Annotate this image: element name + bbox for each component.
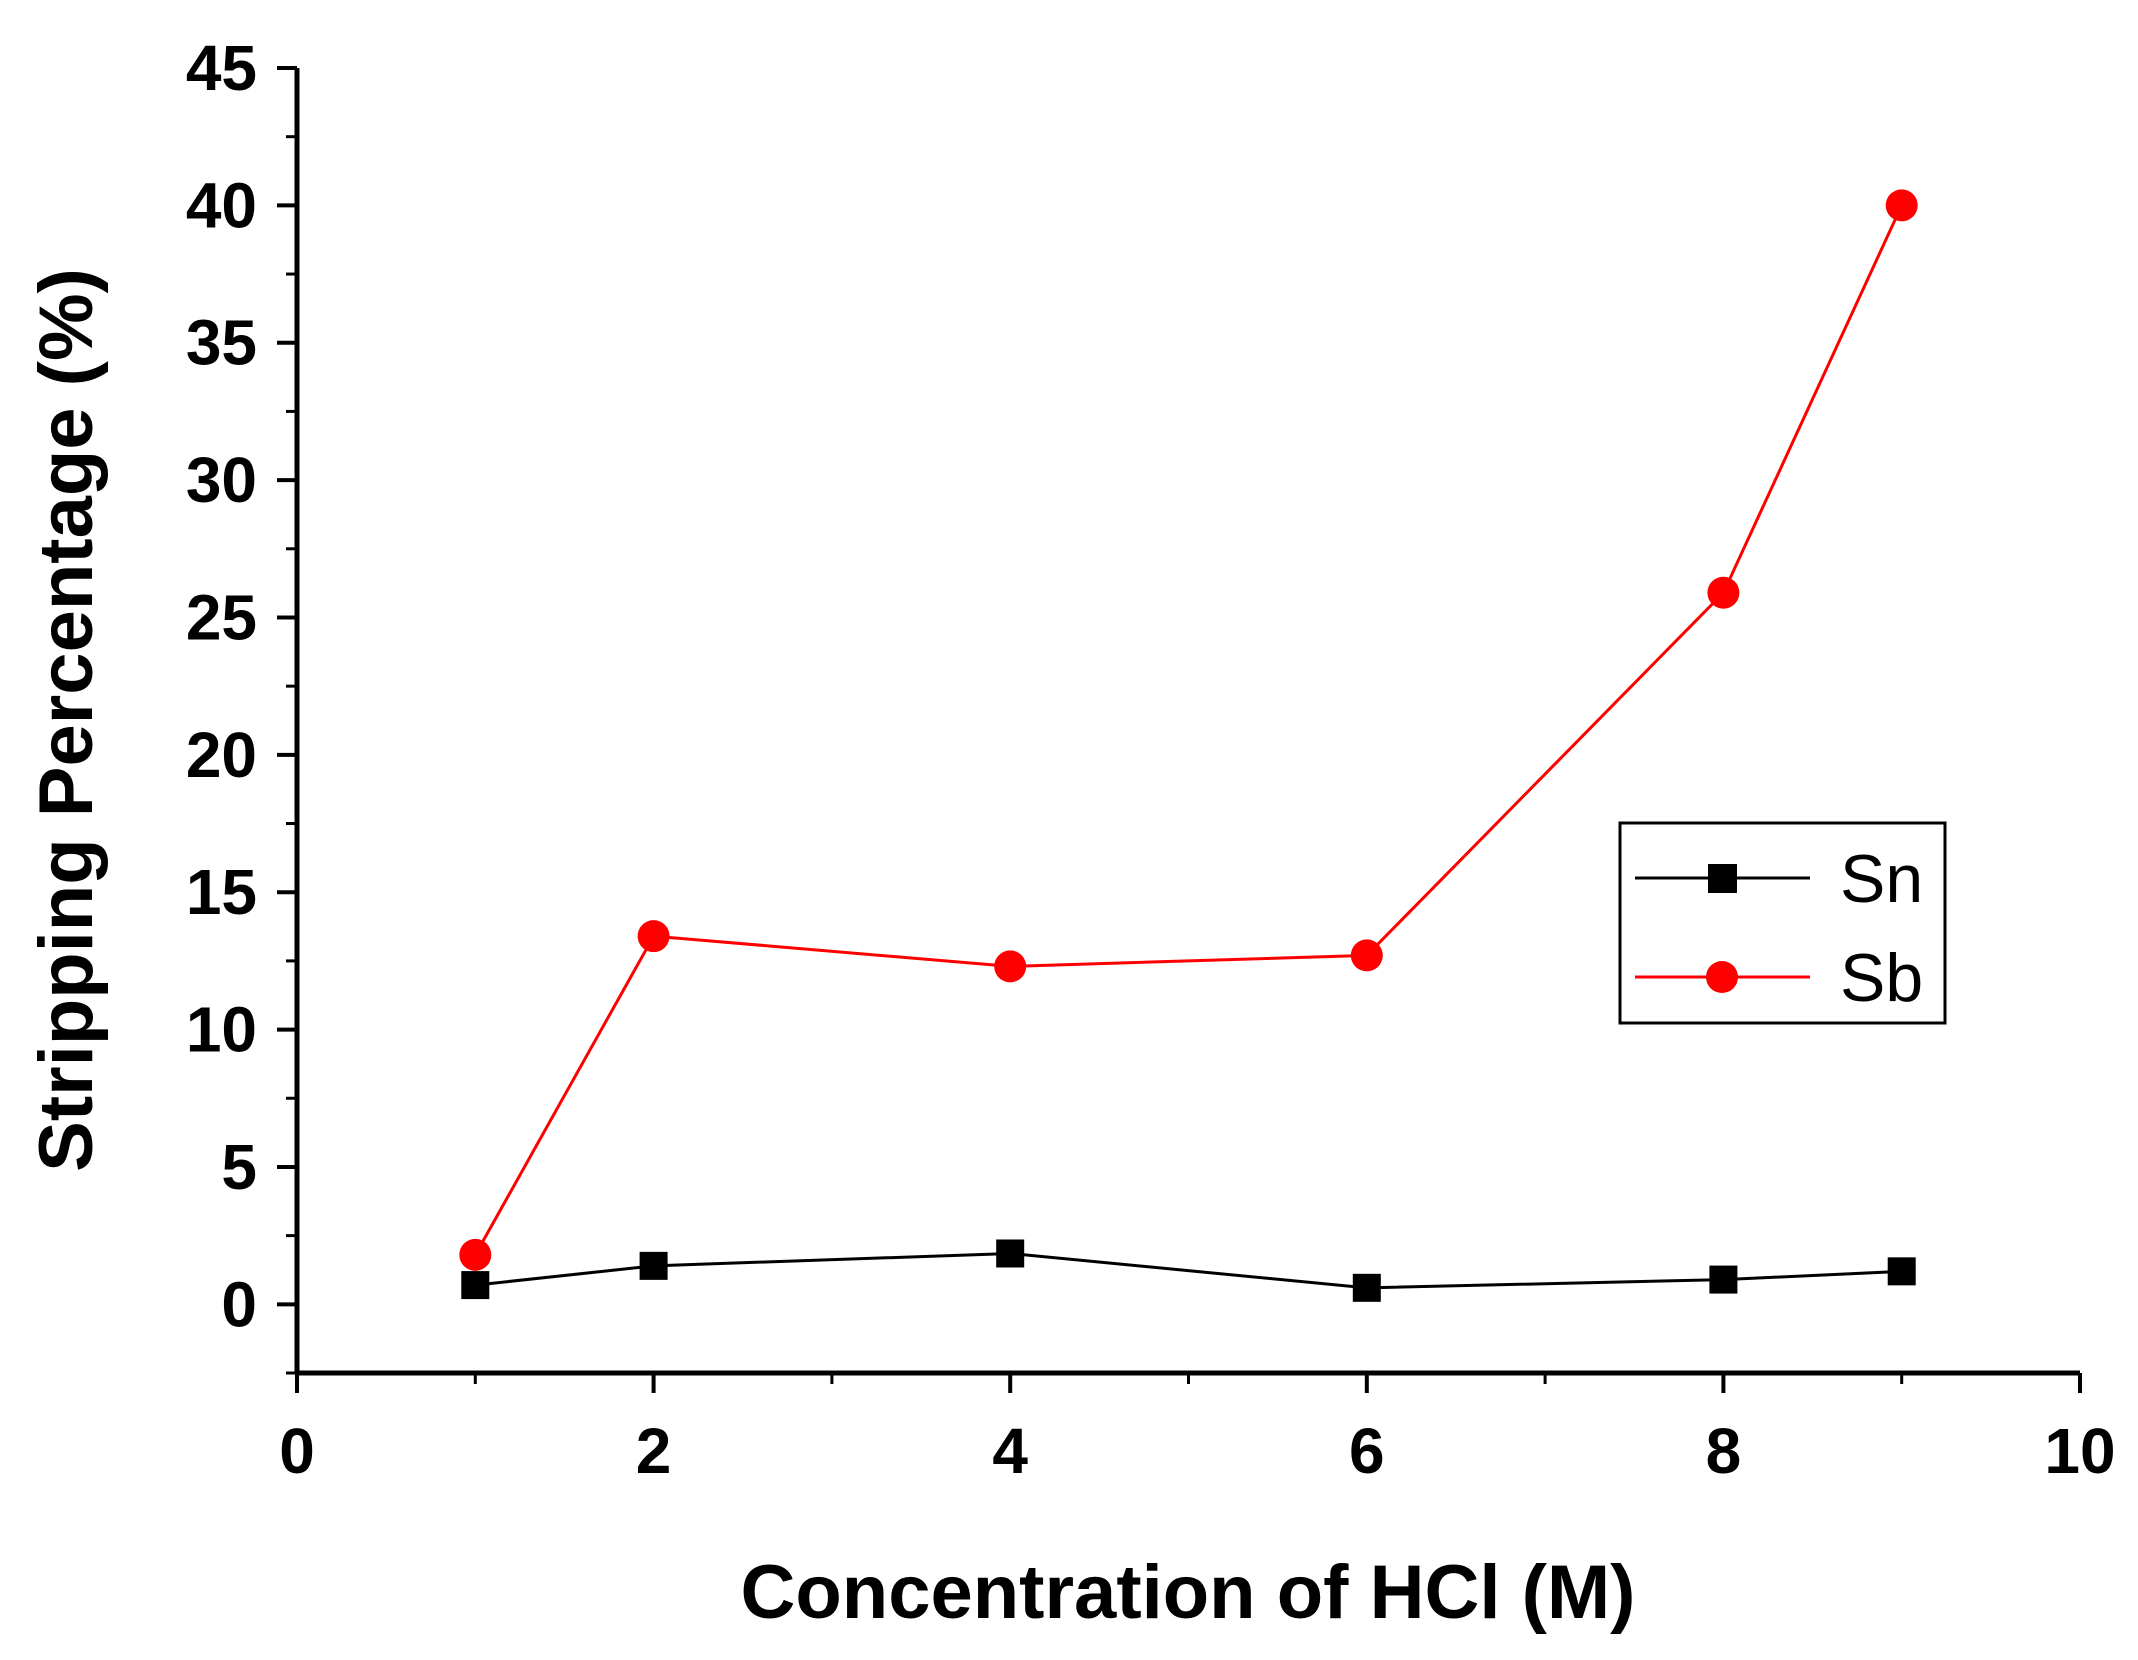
series-sn (461, 1239, 1916, 1302)
data-point-sb (1885, 189, 1918, 222)
legend-label-sb: Sb (1840, 940, 1923, 1016)
axes: 0 2 4 6 8 10 0 5 10 15 20 25 30 35 40 45 (186, 32, 2116, 1487)
y-tick-label: 40 (186, 169, 257, 241)
y-tick-label: 35 (186, 307, 257, 379)
data-point-sn (1709, 1265, 1738, 1294)
x-tick-label: 8 (1706, 1415, 1742, 1487)
legend-box (1618, 821, 1947, 1025)
data-point-sb (994, 950, 1027, 983)
legend-marker-sn (1708, 864, 1737, 893)
series-sb (459, 189, 1918, 1271)
data-point-sn (461, 1271, 490, 1300)
x-axis-ticks: 0 2 4 6 8 10 (279, 1373, 2116, 1487)
x-tick-label: 6 (1349, 1415, 1385, 1487)
x-axis-title: Concentration of HCl (M) (740, 1550, 1635, 1635)
data-point-sb (1707, 576, 1740, 609)
series-line-sn (475, 1251, 1902, 1290)
y-tick-label: 25 (186, 581, 257, 653)
data-point-sb (1350, 939, 1383, 972)
y-tick-label: 5 (221, 1131, 257, 1203)
series-layer (459, 189, 1918, 1302)
y-tick-label: 45 (186, 32, 257, 104)
y-tick-label: 0 (221, 1268, 257, 1340)
series-line-sb (473, 204, 1904, 1256)
legend-marker-sb (1706, 961, 1738, 993)
y-tick-label: 20 (186, 719, 257, 791)
y-axis-title: Stripping Percentage (%) (24, 268, 109, 1172)
x-tick-label: 2 (636, 1415, 672, 1487)
data-point-sn (1352, 1273, 1381, 1302)
data-point-sn (996, 1239, 1025, 1268)
x-tick-label: 4 (992, 1415, 1028, 1487)
y-tick-label: 30 (186, 444, 257, 516)
data-point-sn (1887, 1257, 1916, 1286)
data-point-sb (459, 1238, 492, 1271)
y-tick-label: 10 (186, 994, 257, 1066)
data-point-sn (639, 1251, 668, 1280)
y-axis-ticks: 0 5 10 15 20 25 30 35 40 45 (186, 32, 297, 1375)
x-tick-label: 0 (279, 1415, 315, 1487)
x-tick-label: 10 (2044, 1415, 2115, 1487)
data-point-sb (637, 920, 670, 953)
legend: Sn Sb (1618, 821, 1947, 1025)
legend-label-sn: Sn (1840, 841, 1923, 917)
y-tick-label: 15 (186, 856, 257, 928)
